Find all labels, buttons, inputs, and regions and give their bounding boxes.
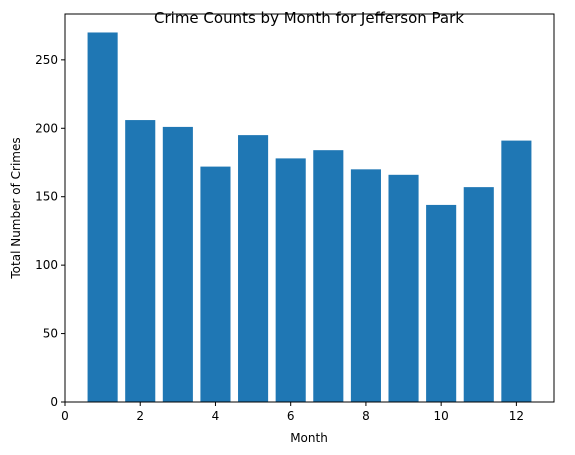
bar-month-7 xyxy=(313,150,344,402)
bar-month-12 xyxy=(501,140,532,402)
y-tick-label: 200 xyxy=(35,121,58,135)
bars-group xyxy=(87,32,532,403)
bar-month-10 xyxy=(426,204,457,402)
bar-month-5 xyxy=(238,135,269,402)
x-tick-label: 6 xyxy=(287,409,295,423)
y-axis-label: Total Number of Crimes xyxy=(9,137,23,279)
y-tick-label: 250 xyxy=(35,53,58,67)
x-tick-label: 2 xyxy=(136,409,144,423)
x-tick-label: 12 xyxy=(509,409,524,423)
bar-month-1 xyxy=(87,32,118,402)
bar-month-4 xyxy=(200,166,231,402)
bar-month-8 xyxy=(350,169,381,402)
x-axis-label: Month xyxy=(290,431,328,445)
bar-month-3 xyxy=(162,126,193,403)
x-tick-label: 8 xyxy=(362,409,370,423)
plot-frame xyxy=(64,13,555,403)
x-tick-label: 0 xyxy=(61,409,69,423)
y-tick-label: 0 xyxy=(50,395,58,409)
chart-title: Crime Counts by Month for Jefferson Park xyxy=(154,9,464,27)
bar-month-2 xyxy=(125,120,156,402)
x-tick-label: 10 xyxy=(434,409,449,423)
y-axis-ticks: 0 50 100 150 200 250 xyxy=(35,53,65,409)
x-axis-ticks: 0 2 4 6 8 10 12 xyxy=(61,402,524,423)
x-tick-label: 4 xyxy=(212,409,220,423)
bar-month-9 xyxy=(388,174,419,402)
y-tick-label: 50 xyxy=(43,327,58,341)
bar-month-11 xyxy=(463,187,494,402)
y-tick-label: 100 xyxy=(35,258,58,272)
bar-month-6 xyxy=(275,158,306,402)
y-tick-label: 150 xyxy=(35,190,58,204)
